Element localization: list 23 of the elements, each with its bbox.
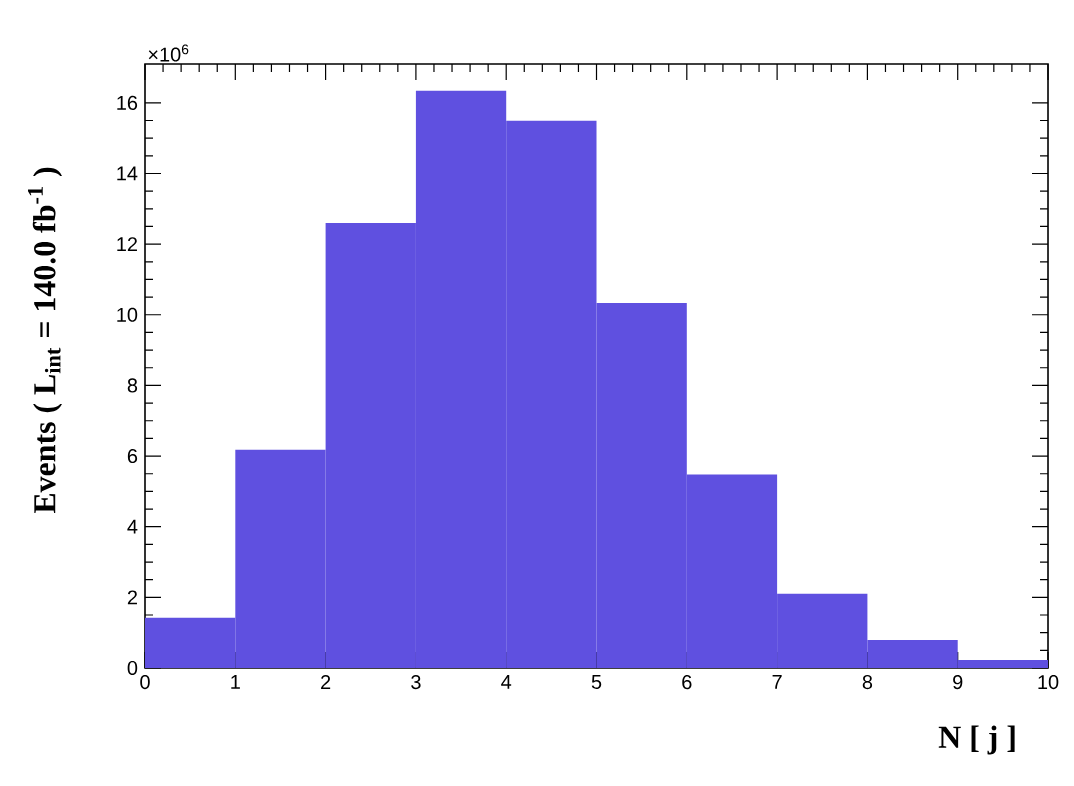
x-tick-label: 3 bbox=[411, 675, 421, 690]
text: ×10$^{6}$ bbox=[148, 44, 189, 62]
x-tick-label: 0 bbox=[140, 675, 150, 690]
x-tick-label: 7 bbox=[772, 675, 782, 689]
x-axis-title: N [ j ] bbox=[938, 725, 1015, 755]
y-tick-label: 8 bbox=[127, 378, 138, 393]
x-tick-label: 10 bbox=[1038, 675, 1059, 690]
x-tick-label: 1 bbox=[231, 675, 240, 689]
y-tick-label: 14 bbox=[117, 166, 138, 181]
y-tick-label: 4 bbox=[127, 519, 138, 534]
y-tick-label: 2 bbox=[127, 590, 137, 605]
y-tick-label: 0 bbox=[127, 660, 138, 676]
y-tick-label: 12 bbox=[117, 237, 137, 252]
x-tick-label: 8 bbox=[862, 675, 873, 690]
x-tick-label: 9 bbox=[953, 675, 963, 690]
y-tick-label: 16 bbox=[117, 95, 138, 110]
y-tick-label: 6 bbox=[127, 449, 138, 464]
y-axis-title: Events ( L$_{int}$ = 140.0 fb$^{-1}$ ) bbox=[28, 167, 62, 514]
x-tick-label: 5 bbox=[591, 675, 602, 689]
x-tick-label: 6 bbox=[682, 675, 692, 690]
x-tick-label: 2 bbox=[321, 675, 331, 689]
y-tick-label: 10 bbox=[117, 307, 138, 322]
x-tick-label: 4 bbox=[501, 675, 512, 689]
